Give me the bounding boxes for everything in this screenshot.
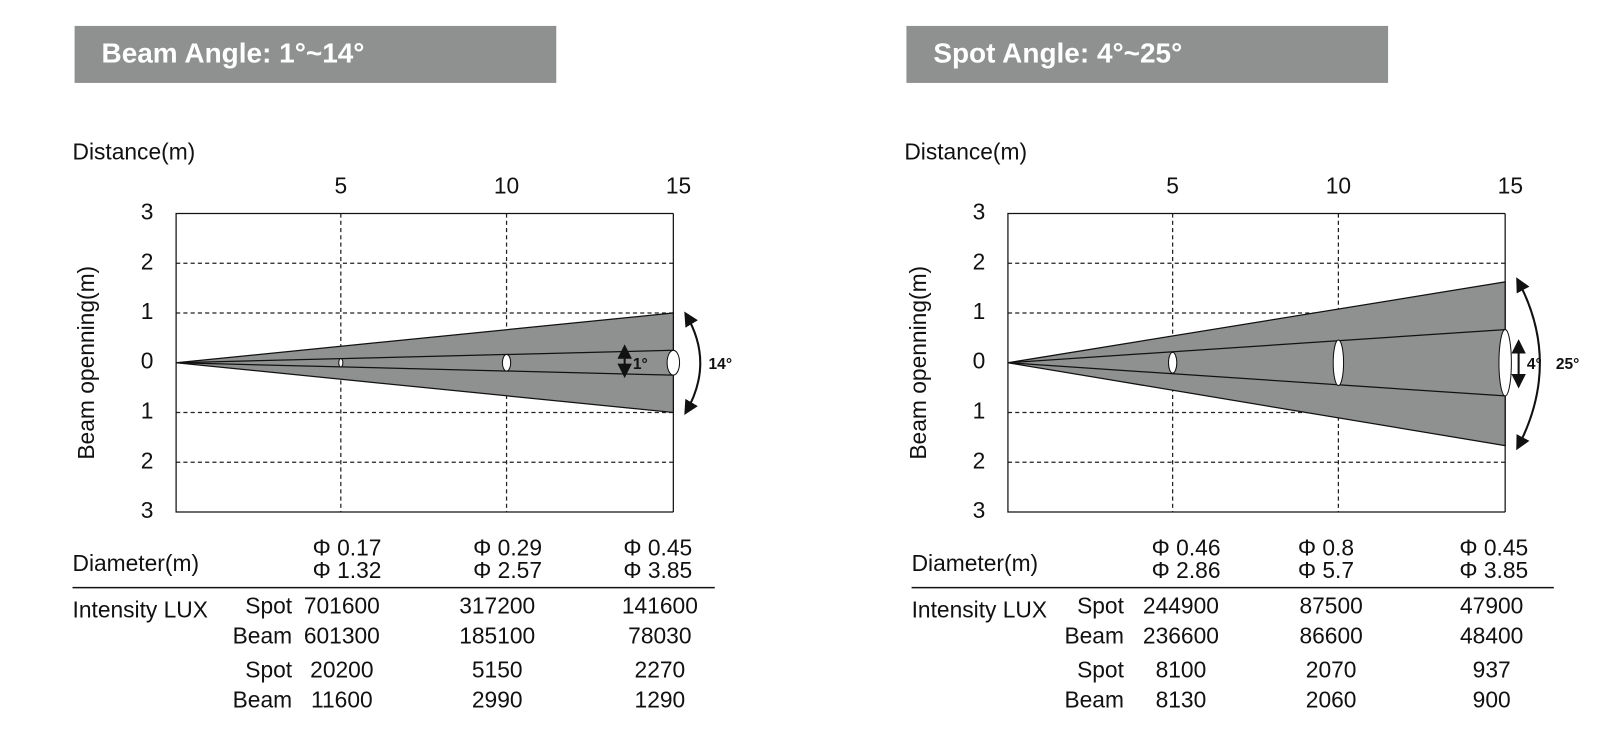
inner-beam-edge xyxy=(176,349,674,364)
diameter-value: Φ 0.29 xyxy=(473,534,542,560)
intensity-value: 87500 xyxy=(1299,592,1362,618)
row-name: Beam xyxy=(1064,622,1124,648)
y-tick-label: 3 xyxy=(141,199,154,225)
narrow-angle-label: 4° xyxy=(1527,356,1542,373)
panel: Spot Angle: 4°~25° Distance(m) Beam openni… xyxy=(904,25,1579,713)
intensity-value: 8100 xyxy=(1156,657,1207,683)
diameter-value: Φ 0.45 xyxy=(1459,534,1528,560)
y-tick-label: 1 xyxy=(973,298,986,324)
beam-section xyxy=(1332,339,1345,387)
diameter-value: Φ 1.32 xyxy=(313,557,382,583)
row-name: Beam xyxy=(233,622,293,648)
intensity-value: 47900 xyxy=(1460,592,1523,618)
y-tick-label: 2 xyxy=(141,447,154,473)
y-tick-label: 1 xyxy=(973,398,986,424)
diameter-value: Φ 2.86 xyxy=(1152,557,1221,583)
panel-title: Beam Angle: 1°~14° xyxy=(102,37,365,68)
y-axis-label: Beam openning(m) xyxy=(73,266,99,460)
x-tick-label: 5 xyxy=(1166,173,1179,199)
inner-beam-edge xyxy=(1007,328,1506,364)
y-tick-label: 3 xyxy=(973,497,986,523)
intensity-value: 48400 xyxy=(1460,622,1523,648)
row-name: Beam xyxy=(233,687,293,713)
intensity-value: 141600 xyxy=(622,592,698,618)
diameter-label: Diameter(m) xyxy=(73,550,200,576)
intensity-value: 937 xyxy=(1473,657,1511,683)
intensity-value: 8130 xyxy=(1156,687,1207,713)
x-tick-label: 15 xyxy=(666,173,691,199)
panel-title: Spot Angle: 4°~25° xyxy=(933,37,1182,68)
y-tick-label: 2 xyxy=(973,248,986,274)
diameter-value: Φ 3.85 xyxy=(1459,557,1528,583)
x-tick-label: 5 xyxy=(334,173,347,199)
beam-cone xyxy=(176,312,674,414)
y-tick-label: 3 xyxy=(141,497,154,523)
x-tick-label: 15 xyxy=(1498,173,1523,199)
y-tick-label: 2 xyxy=(141,248,154,274)
intensity-value: 2990 xyxy=(472,687,523,713)
y-tick-label: 2 xyxy=(973,447,986,473)
diameter-value: Φ 0.17 xyxy=(313,534,382,560)
inner-beam-edge xyxy=(1007,362,1506,397)
x-tick-label: 10 xyxy=(494,173,519,199)
row-name: Spot xyxy=(1077,657,1125,683)
intensity-value: 317200 xyxy=(459,592,535,618)
intensity-value: 20200 xyxy=(310,657,373,683)
intensity-value: 185100 xyxy=(459,622,535,648)
row-name: Spot xyxy=(1077,592,1125,618)
diameter-value: Φ 0.45 xyxy=(623,534,692,560)
beam-section xyxy=(338,358,344,368)
wide-angle-label: 25° xyxy=(1556,356,1579,373)
intensity-value: 244900 xyxy=(1143,592,1219,618)
row-name: Spot xyxy=(245,657,293,683)
intensity-value: 11600 xyxy=(311,687,373,713)
inner-beam-edge xyxy=(176,362,674,376)
wide-angle-label: 14° xyxy=(709,356,732,373)
intensity-value: 701600 xyxy=(304,592,380,618)
y-tick-label: 3 xyxy=(973,199,986,225)
beam-section xyxy=(1167,351,1178,374)
title-bar xyxy=(906,25,1389,83)
panel: Beam Angle: 1°~14° Distance(m) Beam openni… xyxy=(73,25,732,713)
wide-angle-arrow xyxy=(684,311,702,416)
intensity-value: 1290 xyxy=(635,687,686,713)
intensity-value: 86600 xyxy=(1299,622,1362,648)
title-bar xyxy=(74,25,557,83)
intensity-value: 2070 xyxy=(1306,657,1357,683)
wide-angle-arrow xyxy=(1516,277,1541,451)
intensity-label: Intensity LUX xyxy=(73,596,208,622)
intensity-value: 5150 xyxy=(472,657,523,683)
diameter-value: Φ 2.57 xyxy=(473,557,542,583)
diameter-value: Φ 0.46 xyxy=(1152,534,1221,560)
intensity-value: 2270 xyxy=(635,657,686,683)
beam-cone xyxy=(1007,281,1506,447)
row-name: Spot xyxy=(245,592,293,618)
diameter-label: Diameter(m) xyxy=(912,550,1039,576)
intensity-value: 236600 xyxy=(1143,622,1219,648)
y-axis-label: Beam openning(m) xyxy=(905,266,931,460)
intensity-label: Intensity LUX xyxy=(912,596,1047,622)
x-axis-label: Distance(m) xyxy=(73,138,196,164)
diameter-value: Φ 3.85 xyxy=(623,557,692,583)
beam-section xyxy=(1498,329,1512,397)
intensity-value: 78030 xyxy=(628,622,691,648)
y-tick-label: 1 xyxy=(141,398,154,424)
narrow-angle-label: 1° xyxy=(633,356,648,373)
diameter-value: Φ 0.8 xyxy=(1298,534,1354,560)
x-tick-label: 10 xyxy=(1326,173,1351,199)
row-name: Beam xyxy=(1064,687,1124,713)
y-tick-label: 0 xyxy=(973,348,986,374)
intensity-value: 601300 xyxy=(304,622,380,648)
y-tick-label: 0 xyxy=(141,348,154,374)
intensity-value: 2060 xyxy=(1306,687,1357,713)
y-tick-label: 1 xyxy=(141,298,154,324)
beam-section xyxy=(666,349,681,376)
x-axis-label: Distance(m) xyxy=(904,138,1027,164)
intensity-value: 900 xyxy=(1473,687,1511,713)
beam-section xyxy=(501,353,512,372)
diameter-value: Φ 5.7 xyxy=(1298,557,1354,583)
